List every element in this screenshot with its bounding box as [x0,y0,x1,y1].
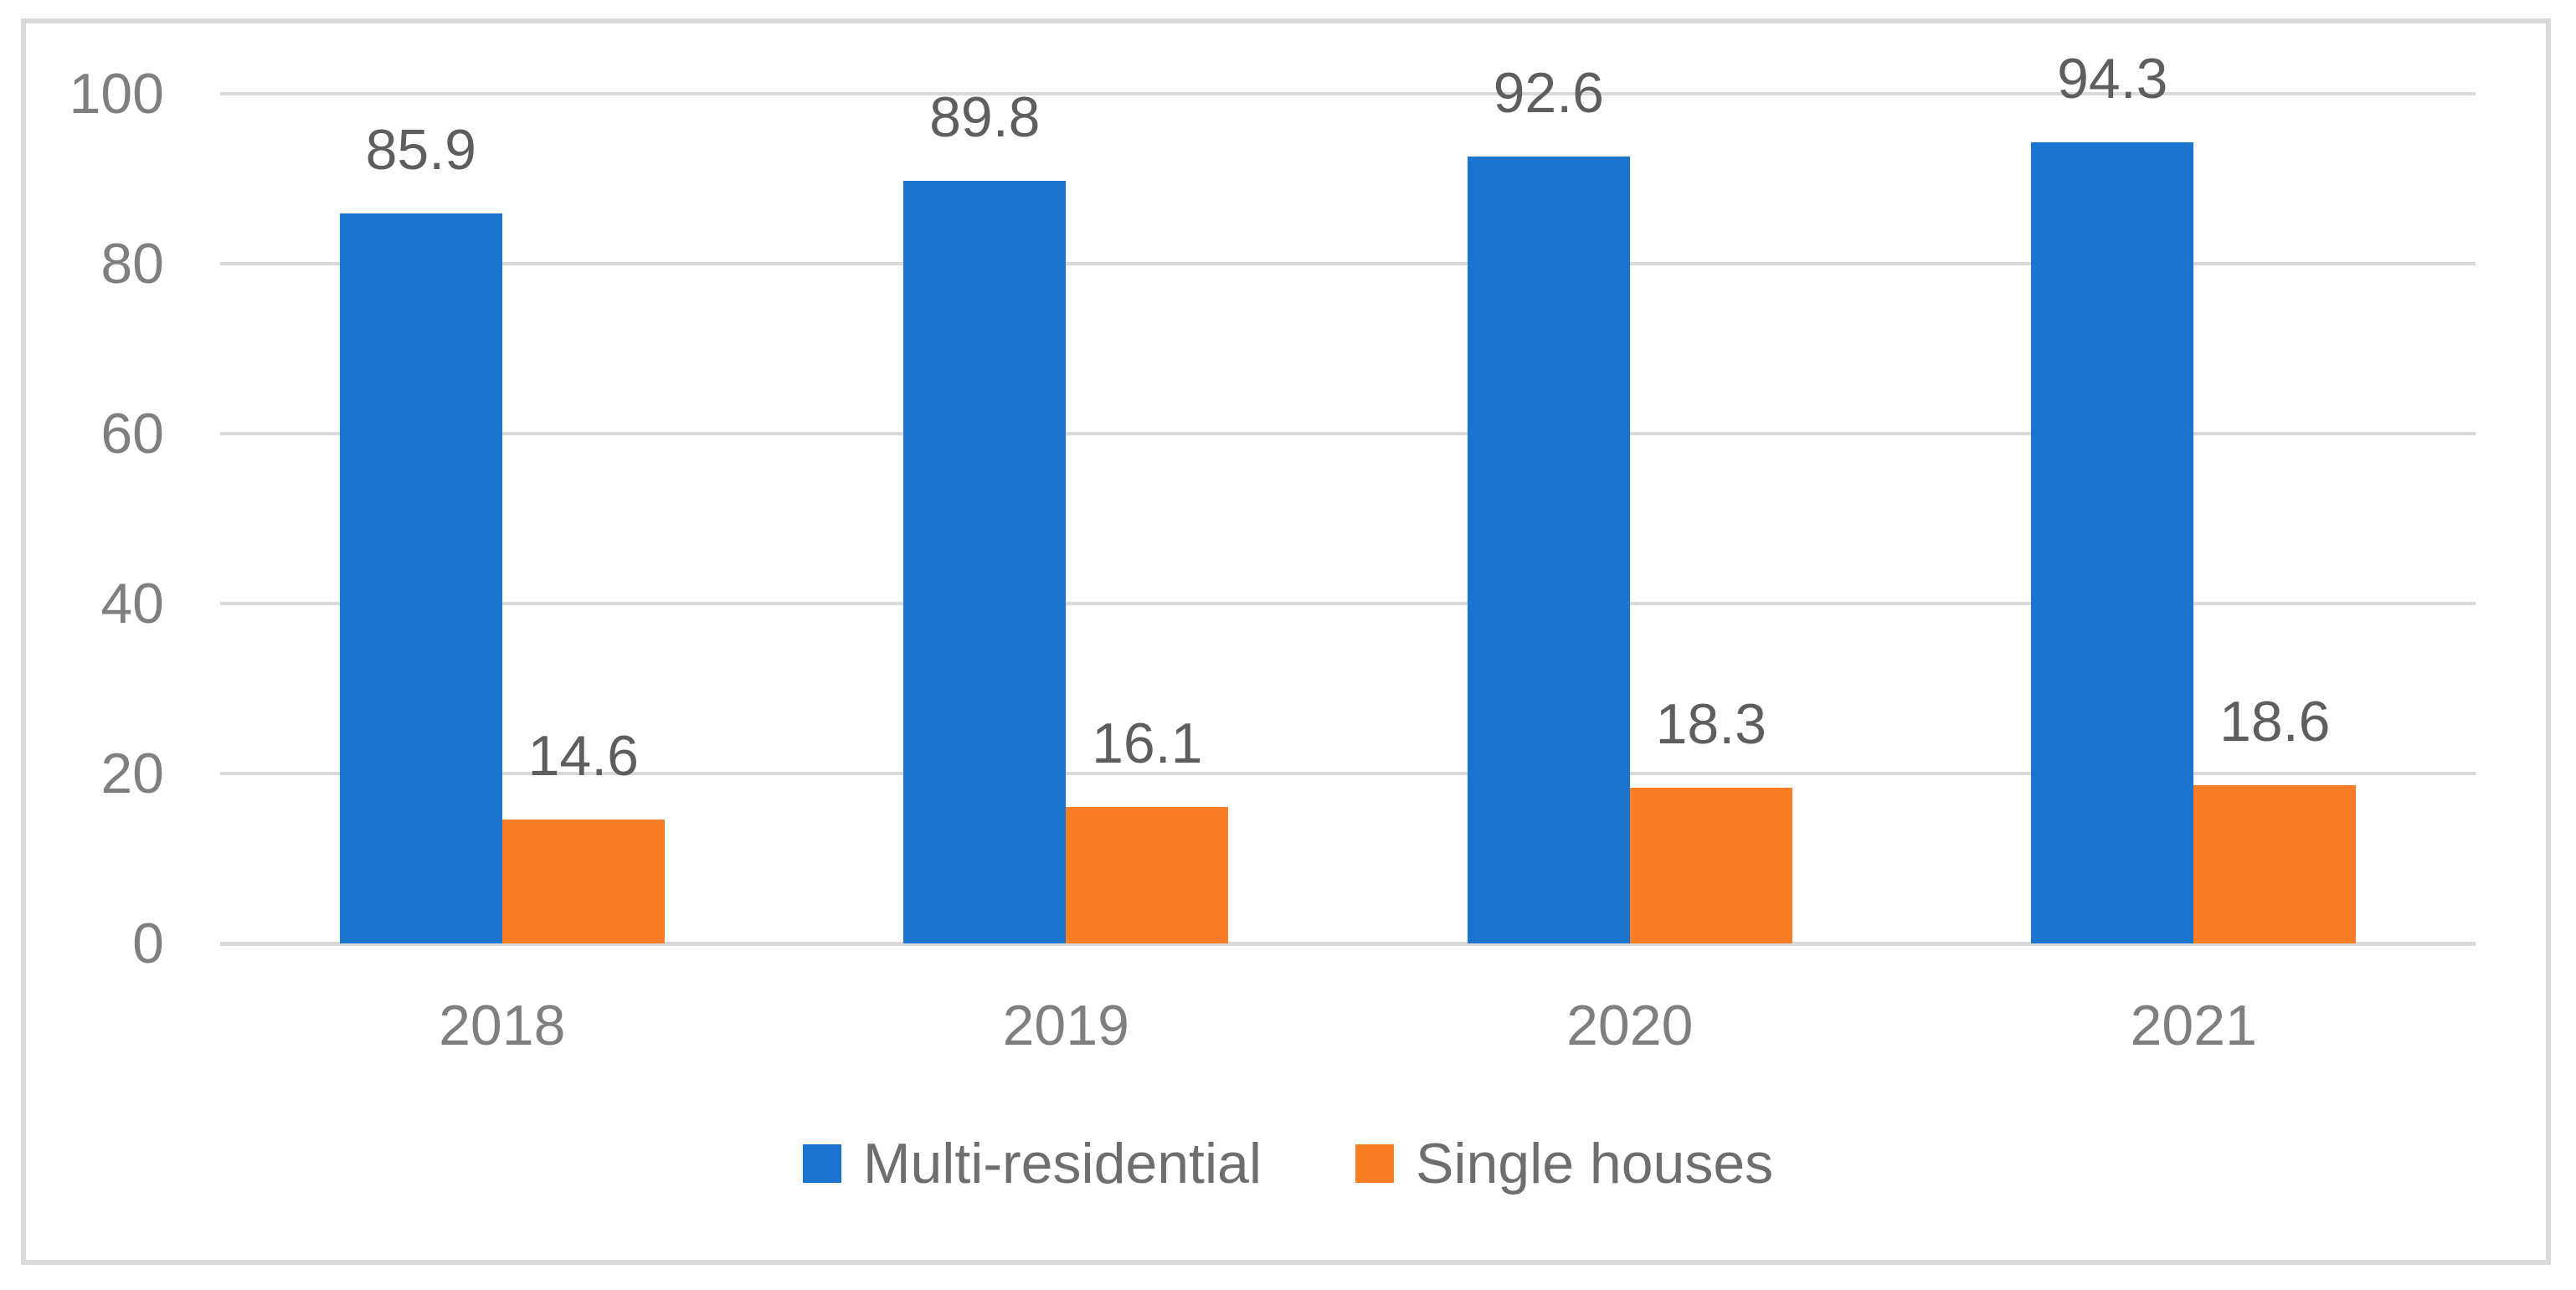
gridline-20 [220,772,2476,775]
legend-item-single-houses: Single houses [1355,1134,1773,1193]
bar-single-houses-2019 [1066,806,1229,943]
gridline-60 [220,432,2476,435]
data-label-multi-residential-2019: 89.8 [929,85,1041,149]
data-label-multi-residential-2021: 94.3 [2057,46,2168,110]
y-tick-label-60: 60 [100,402,164,465]
data-label-multi-residential-2020: 92.6 [1493,61,1604,126]
bar-multi-residential-2019 [903,180,1067,943]
x-tick-label-2020: 2020 [1566,994,1694,1057]
bar-single-houses-2020 [1629,788,1792,943]
legend: Multi-residential Single houses [0,1130,2576,1197]
x-tick-label-2018: 2018 [439,994,566,1057]
data-label-single-houses-2021: 18.6 [2219,690,2331,754]
x-tick-label-2019: 2019 [1002,994,1129,1057]
gridline-100 [220,92,2476,95]
x-tick-label-2021: 2021 [2130,994,2257,1057]
y-tick-label-20: 20 [100,742,164,805]
bar-single-houses-2021 [2193,785,2357,943]
y-tick-label-0: 0 [132,912,164,975]
x-axis-line [220,942,2476,946]
legend-label-single-houses: Single houses [1415,1132,1774,1195]
legend-swatch-single-houses-icon [1355,1144,1394,1183]
legend-item-multi-residential: Multi-residential [802,1132,1262,1195]
bar-multi-residential-2018 [339,213,502,943]
data-label-single-houses-2019: 16.1 [1092,711,1203,775]
gridline-80 [220,262,2476,265]
y-tick-label-40: 40 [100,572,164,635]
bar-multi-residential-2020 [1467,157,1630,943]
y-tick-label-80: 80 [100,232,164,296]
data-label-single-houses-2020: 18.3 [1655,692,1766,757]
gridline-40 [220,602,2476,605]
y-tick-label-100: 100 [69,62,164,126]
data-label-multi-residential-2018: 85.9 [365,118,476,182]
legend-label-multi-residential: Multi-residential [862,1132,1262,1195]
bar-single-houses-2018 [501,819,665,943]
bar-multi-residential-2021 [2031,141,2194,943]
legend-swatch-multi-residential-icon [802,1144,841,1183]
data-label-single-houses-2018: 14.6 [527,723,639,788]
